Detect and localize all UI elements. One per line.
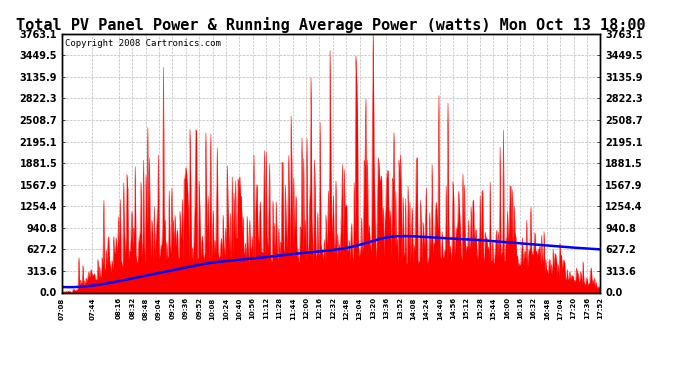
Title: Total PV Panel Power & Running Average Power (watts) Mon Oct 13 18:00: Total PV Panel Power & Running Average P… xyxy=(17,16,646,33)
Text: Copyright 2008 Cartronics.com: Copyright 2008 Cartronics.com xyxy=(65,39,221,48)
